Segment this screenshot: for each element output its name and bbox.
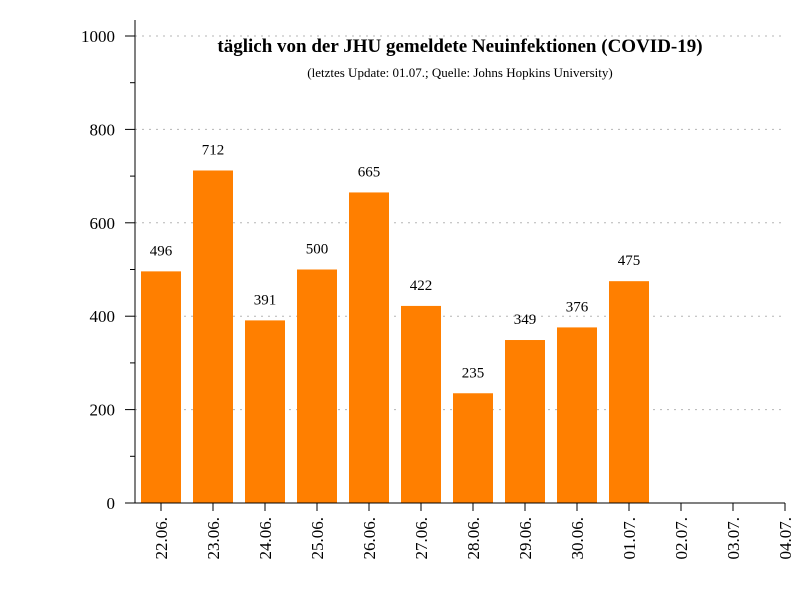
bars (141, 170, 649, 503)
chart-subtitle: (letztes Update: 01.07.; Quelle: Johns H… (307, 65, 612, 80)
x-tick-label-8: 30.06. (568, 517, 587, 560)
data-label-6: 235 (462, 365, 485, 381)
y-tick-label-5: 1000 (81, 27, 115, 46)
x-tick-label-4: 26.06. (360, 517, 379, 560)
y-tick-label-3: 600 (90, 214, 116, 233)
data-label-2: 391 (254, 292, 277, 308)
chart-title: täglich von der JHU gemeldete Neuinfekti… (217, 36, 702, 57)
x-tick-label-11: 03.07. (724, 517, 743, 560)
bar-3 (297, 269, 337, 503)
data-label-0: 496 (150, 243, 173, 259)
data-labels: 496 712 391 500 665 422 235 349 376 475 (150, 142, 641, 381)
bar-6 (453, 393, 493, 503)
x-tick-label-1: 23.06. (204, 517, 223, 560)
bar-4 (349, 192, 389, 503)
data-label-8: 376 (566, 299, 589, 315)
x-tick-label-5: 27.06. (412, 517, 431, 560)
data-label-9: 475 (618, 253, 641, 269)
x-tick-label-10: 02.07. (672, 517, 691, 560)
y-tick-label-2: 400 (90, 307, 116, 326)
data-label-1: 712 (202, 142, 225, 158)
bar-0 (141, 271, 181, 503)
bar-9 (609, 281, 649, 503)
x-tick-label-6: 28.06. (464, 517, 483, 560)
data-label-4: 665 (358, 164, 381, 180)
axes: 0 200 400 600 800 1000 22.06. 23.06. 24.06. 25.06… (81, 20, 795, 560)
bar-5 (401, 305, 441, 503)
bar-8 (557, 327, 597, 503)
y-tick-label-0: 0 (107, 494, 116, 513)
y-tick-label-1: 200 (90, 401, 116, 420)
x-tick-label-0: 22.06. (152, 517, 171, 560)
x-tick-label-7: 29.06. (516, 517, 535, 560)
data-label-5: 422 (410, 278, 433, 294)
x-tick-label-2: 24.06. (256, 517, 275, 560)
bar-1 (193, 170, 233, 503)
x-tick-label-12: 04.07. (776, 517, 795, 560)
data-label-7: 349 (514, 312, 537, 328)
x-tick-label-3: 25.06. (308, 517, 327, 560)
bar-2 (245, 320, 285, 503)
x-tick-label-9: 01.07. (620, 517, 639, 560)
data-label-3: 500 (306, 242, 329, 258)
y-tick-label-4: 800 (90, 120, 116, 139)
bar-7 (505, 340, 545, 503)
